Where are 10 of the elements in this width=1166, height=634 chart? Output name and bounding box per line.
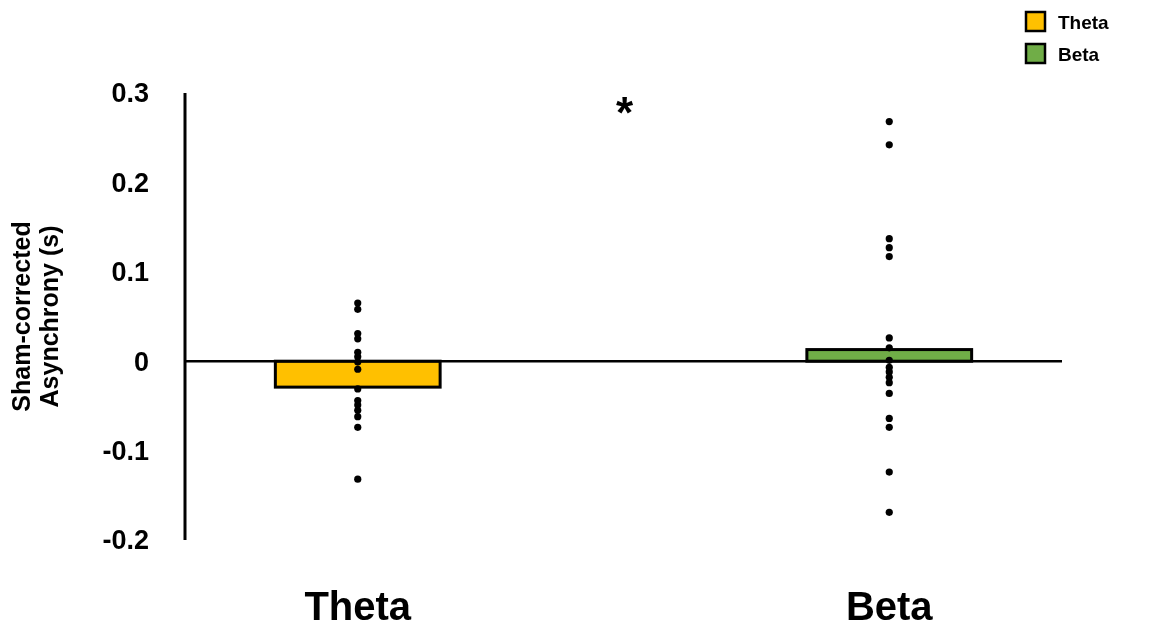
legend-label: Theta — [1058, 11, 1110, 33]
y-tick-label: 0.1 — [111, 257, 149, 288]
annotation: * — [615, 88, 634, 137]
legend-label: Beta — [1058, 43, 1100, 65]
y-tick-label: 0.3 — [111, 78, 149, 109]
y-tick-label: -0.2 — [102, 525, 149, 556]
y-tick-label: -0.1 — [102, 436, 149, 467]
y-tick-label: 0 — [133, 346, 149, 377]
y-tick-label: 0.2 — [111, 167, 149, 198]
y-axis-title: Sham-corrected Asynchrony (s) — [7, 221, 63, 412]
